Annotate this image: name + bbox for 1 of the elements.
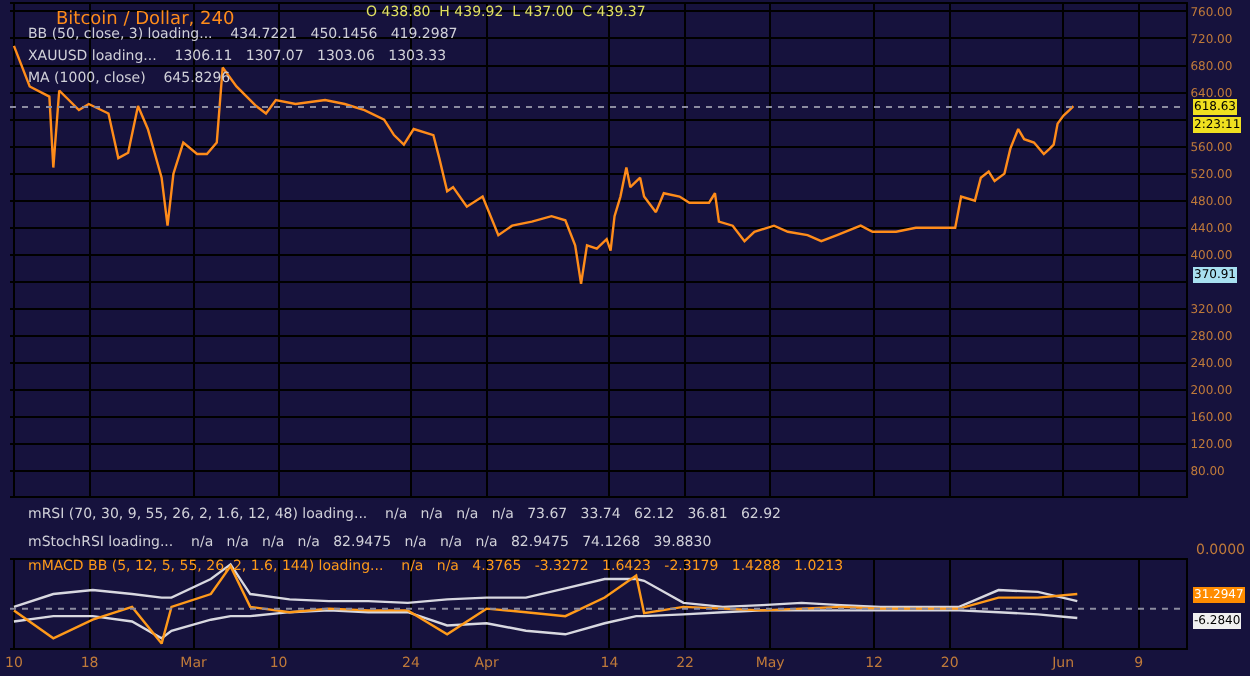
chart-title: Bitcoin / Dollar, 240 [56, 10, 235, 30]
